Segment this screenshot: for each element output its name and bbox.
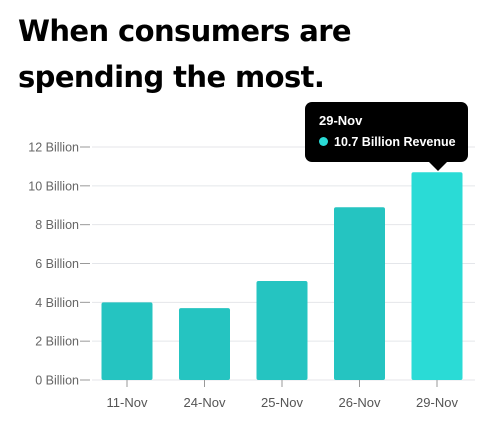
y-tick-label: 8 Billion <box>35 218 79 232</box>
y-tick-label: 6 Billion <box>35 257 79 271</box>
chart-title-line-1: When consumers are <box>18 14 352 48</box>
tooltip-date: 29-Nov <box>319 113 363 128</box>
y-axis: 0 Billion 2 Billion 4 Billion 6 Billion 8 Bi… <box>28 141 90 388</box>
chart-title: When consumers are spending the most. <box>18 8 488 100</box>
bar-24-nov[interactable] <box>179 308 230 380</box>
bar-26-nov[interactable] <box>334 207 385 380</box>
x-tick-label: 25-Nov <box>261 395 303 410</box>
chart-title-line-2: spending the most. <box>18 60 325 94</box>
y-tick-label: 0 Billion <box>35 374 79 388</box>
x-tick-label: 11-Nov <box>107 395 148 410</box>
x-tick-label: 24-Nov <box>184 395 226 410</box>
x-tick-label: 26-Nov <box>339 395 381 410</box>
y-tick-label: 12 Billion <box>28 141 79 155</box>
x-axis: 11-Nov 24-Nov 25-Nov 26-Nov 29-Nov <box>107 380 458 410</box>
tooltip-row: 10.7 Billion Revenue <box>319 134 456 150</box>
tooltip-value-label: 10.7 Billion Revenue <box>334 135 456 149</box>
y-tick-label: 2 Billion <box>35 335 79 349</box>
bar-tooltip: 29-Nov 10.7 Billion Revenue <box>305 102 468 171</box>
bars <box>101 172 463 380</box>
bar-25-nov[interactable] <box>256 280 308 380</box>
tooltip-series-dot <box>319 137 328 146</box>
bar-11-nov[interactable] <box>101 302 153 380</box>
y-tick-label: 10 Billion <box>28 179 79 193</box>
x-tick-label: 29-Nov <box>416 395 458 410</box>
bar-29-nov[interactable] <box>411 172 463 380</box>
y-tick-label: 4 Billion <box>35 296 79 310</box>
